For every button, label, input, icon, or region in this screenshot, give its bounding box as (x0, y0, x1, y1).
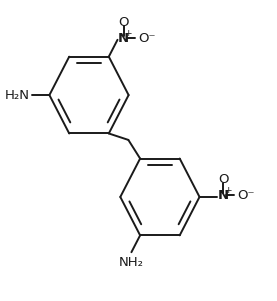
Text: N: N (118, 32, 129, 45)
Text: O⁻: O⁻ (138, 32, 156, 45)
Text: +: + (224, 186, 231, 195)
Text: +: + (124, 29, 132, 38)
Text: N: N (217, 189, 229, 202)
Text: NH₂: NH₂ (119, 256, 144, 269)
Text: H₂N: H₂N (5, 88, 30, 101)
Text: O⁻: O⁻ (237, 189, 255, 202)
Text: O: O (218, 173, 228, 186)
Text: O: O (118, 16, 129, 29)
